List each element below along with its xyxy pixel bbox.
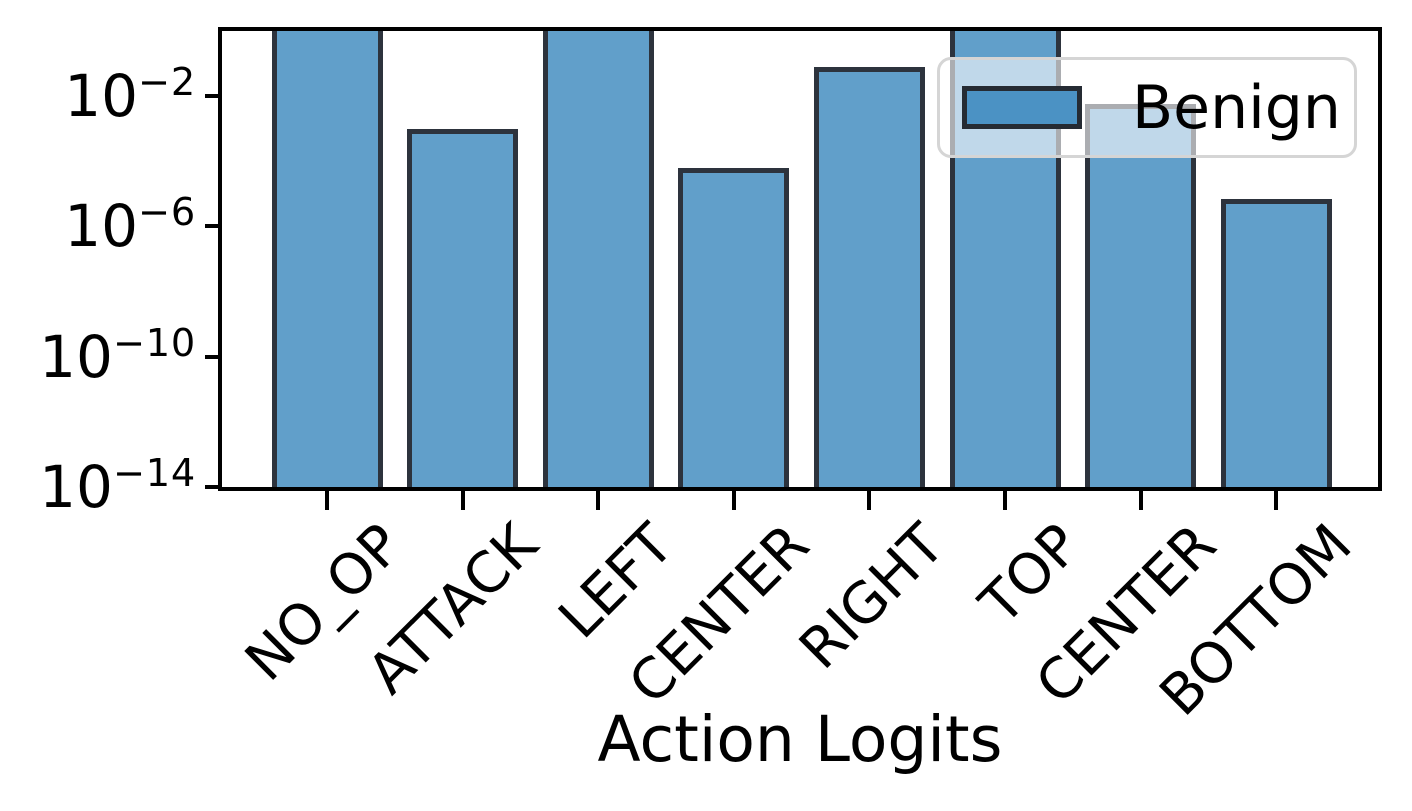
x-tick-mark [1003,491,1007,510]
legend: Benign [937,57,1357,158]
y-tick-label: 10−6 [64,190,196,261]
x-tick-mark [1274,491,1279,510]
bar-attack-1 [407,128,519,487]
bar-center-3 [678,167,790,487]
x-tick-mark [325,491,329,510]
y-tick-mark [205,485,218,489]
x-tick-mark [1138,491,1143,510]
y-tick-mark [205,94,218,99]
y-tick-label: 10−10 [39,320,196,391]
y-tick-label: 10−14 [39,450,196,521]
bar-left-2 [542,31,654,487]
x-tick-mark [596,491,601,510]
bar-no_op-0 [271,31,383,487]
x-tick-label-top-5: TOP [967,512,1093,638]
x-tick-mark [867,491,872,510]
bar-center-6 [1085,103,1197,487]
bar-bottom-7 [1220,198,1332,487]
x-axis-title: Action Logits [597,703,1003,776]
legend-swatch-benign [962,86,1082,129]
y-tick-mark [205,224,218,229]
x-tick-mark [731,491,736,510]
y-tick-mark [205,354,218,359]
bar-right-4 [813,67,925,487]
legend-label-benign: Benign [1132,72,1341,143]
x-tick-label-right-4: RIGHT [787,512,958,682]
x-tick-mark [460,491,465,510]
y-tick-label: 10−2 [64,60,196,131]
